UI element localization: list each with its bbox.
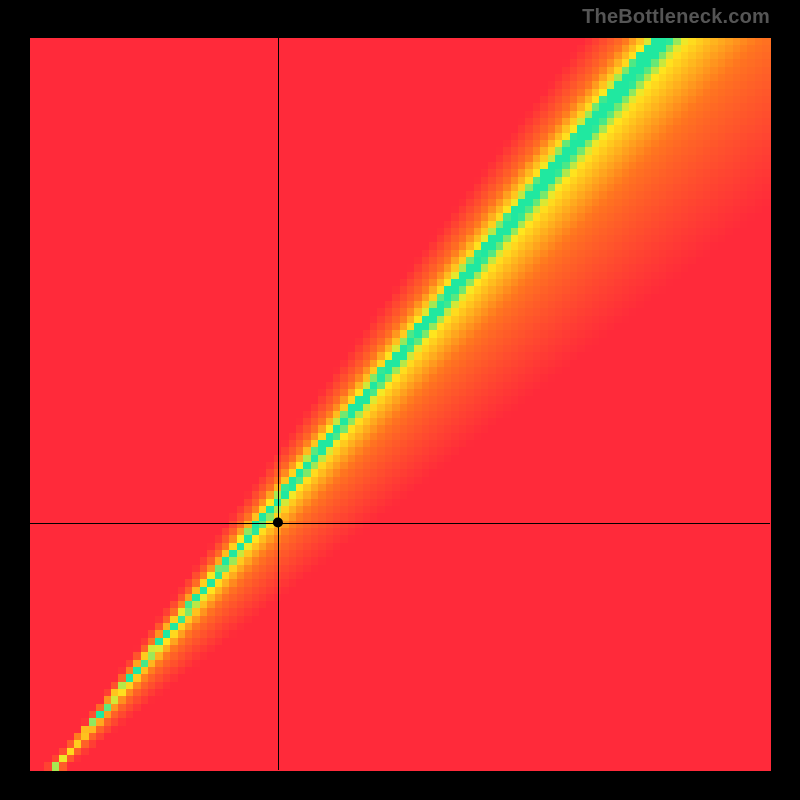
watermark-text: TheBottleneck.com <box>582 6 770 29</box>
chart-container: TheBottleneck.com <box>0 0 800 800</box>
bottleneck-heatmap <box>0 0 800 800</box>
